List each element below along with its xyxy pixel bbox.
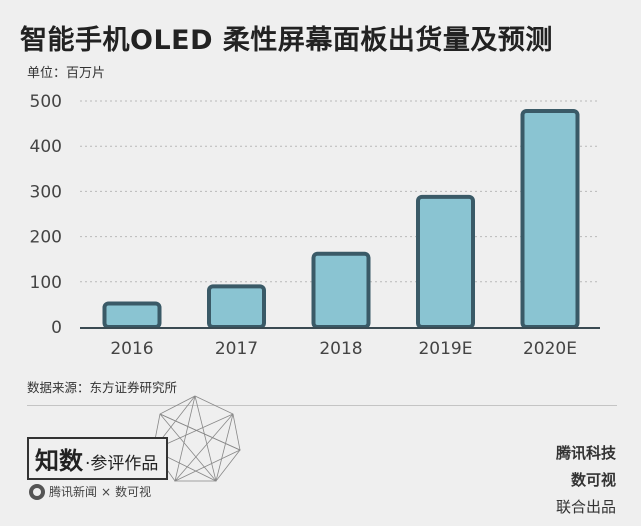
unit-label: 单位：百万片 [27,66,106,81]
polygon-logo [152,395,241,482]
brand-footer: 腾讯新闻 × 数可视 [29,483,151,500]
y-tick-label: 500 [30,92,62,112]
bar-2016 [102,301,162,330]
credit-1: 腾讯科技 [555,444,616,462]
brand-main: 知数 [35,447,83,475]
x-tick-label: 2019E [418,339,472,359]
credits: 腾讯科技 数可视 联合出品 [556,440,616,521]
divider [27,405,617,406]
y-tick-label: 200 [30,228,62,248]
bar-chart: 0 100 200 300 400 500 2016 2017 2018 2019E 2020E [30,92,600,359]
footer-left: 腾讯新闻 [49,485,98,499]
x-tick-label: 2020E [523,339,577,359]
bar-2017 [207,284,266,330]
footer-sep: × [101,484,112,499]
data-source: 数据来源：东方证券研究所 [27,380,178,395]
credit-2: 数可视 [570,471,616,489]
y-tick-label: 100 [30,273,62,293]
y-tick-label: 300 [30,182,62,202]
y-tick-label: 400 [30,137,62,157]
chart-title: 智能手机OLED 柔性屏幕面板出货量及预测 [20,25,553,56]
x-tick-label: 2018 [319,339,362,359]
bar-2019E [416,194,475,329]
brand-sub: ·参评作品 [85,454,159,474]
x-tick-label: 2016 [110,339,153,359]
tencent-news-logo-icon [29,483,45,500]
brand-badge: 知数 ·参评作品 [27,437,169,480]
credit-3: 联合出品 [555,498,616,516]
bar-2018 [311,251,371,329]
x-tick-label: 2017 [215,339,258,359]
y-tick-label: 0 [51,318,62,338]
footer-right: 数可视 [115,485,152,499]
bar-2020E [520,108,580,329]
